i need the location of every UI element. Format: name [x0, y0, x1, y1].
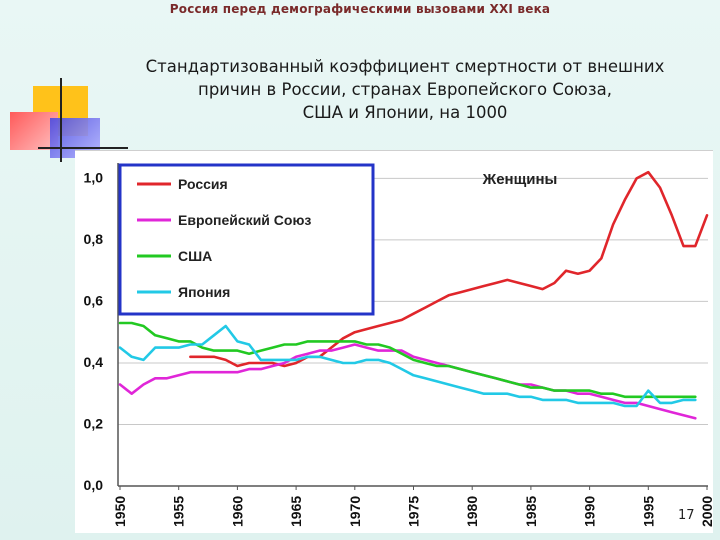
y-tick-label: 0,4	[84, 354, 104, 370]
y-tick-label: 0,8	[84, 231, 104, 247]
decorative-vertical-line	[60, 78, 62, 162]
x-tick-label: 1960	[229, 496, 245, 527]
y-tick-label: 0,2	[84, 415, 104, 431]
slide-title: Стандартизованный коэффициент смертности…	[110, 55, 700, 124]
x-tick-label: 1975	[406, 496, 422, 527]
legend-label: Россия	[178, 176, 228, 192]
mortality-line-chart: 0,0 0,2 0,4 0,6 0,8 1,0 1950 1955 1960 1965 1970 19…	[84, 163, 715, 527]
page-number: 17	[678, 508, 695, 523]
decorative-horizontal-line	[38, 147, 128, 149]
series-line	[118, 343, 697, 420]
legend-label: Япония	[178, 284, 230, 300]
chart-panel: 0,0 0,2 0,4 0,6 0,8 1,0 1950 1955 1960 1965 1970 19…	[75, 150, 715, 533]
x-tick-label: 1950	[112, 496, 128, 527]
x-tick-label: 1955	[171, 496, 187, 527]
legend-label: США	[178, 248, 212, 264]
presentation-header: Россия перед демографическими вызовами X…	[169, 2, 551, 16]
y-tick-label: 0,0	[84, 477, 104, 493]
x-tick-label: 1980	[464, 496, 480, 527]
series-line	[118, 321, 697, 399]
x-tick-label: 1990	[582, 496, 598, 527]
series-line	[118, 324, 697, 408]
x-tick-label: 1985	[523, 496, 539, 527]
slide-title-line-2: причин в России, странах Европейского Со…	[198, 80, 612, 99]
x-tick-label: 1965	[288, 496, 304, 527]
x-tick-label: 1970	[347, 496, 363, 527]
chart-title: Женщины	[482, 171, 558, 188]
x-tick-label: 2000	[699, 496, 713, 527]
y-tick-label: 0,6	[84, 292, 104, 308]
legend-box	[118, 163, 375, 316]
y-tick-label: 1,0	[84, 169, 104, 185]
slide-title-line-3: США и Японии, на 1000	[302, 103, 508, 122]
slide-title-line-1: Стандартизованный коэффициент смертности…	[145, 57, 665, 76]
x-tick-label: 1995	[640, 496, 656, 527]
legend-label: Европейский Союз	[178, 212, 311, 228]
